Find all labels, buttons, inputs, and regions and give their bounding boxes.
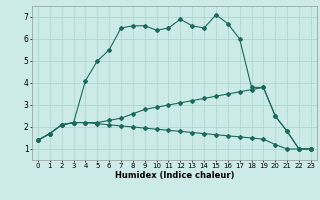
- X-axis label: Humidex (Indice chaleur): Humidex (Indice chaleur): [115, 171, 234, 180]
